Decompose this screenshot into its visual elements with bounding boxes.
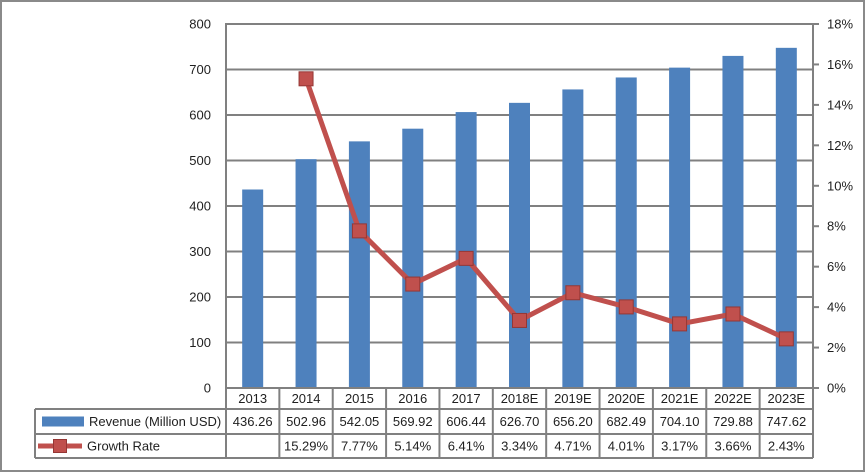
- table-cell-revenue-2019E: 656.20: [553, 414, 593, 429]
- table-cell-year-2019E: 2019E: [554, 391, 592, 406]
- right-axis-tick-label: 4%: [827, 300, 846, 315]
- table-cell-revenue-2021E: 704.10: [660, 414, 700, 429]
- growth-marker-2015: [351, 223, 367, 239]
- left-axis-tick-label: 800: [189, 17, 211, 32]
- table-cell-revenue-2020E: 682.49: [606, 414, 646, 429]
- left-axis-tick-label: 400: [189, 199, 211, 214]
- revenue-bar-2013: [242, 189, 264, 388]
- revenue-bar-2020E: [615, 77, 637, 389]
- right-axis-tick-label: 8%: [827, 219, 846, 234]
- table-cell-revenue-2023E: 747.62: [766, 414, 806, 429]
- right-axis-tick-label: 14%: [827, 97, 853, 112]
- table-cell-growth-2018E: 3.34%: [501, 439, 538, 454]
- growth-marker-2016: [405, 276, 421, 292]
- growth-marker-2017: [458, 250, 474, 266]
- left-axis-tick-label: 700: [189, 62, 211, 77]
- growth-marker-2014: [298, 71, 314, 87]
- table-cell-year-2020E: 2020E: [607, 391, 645, 406]
- growth-legend-label: Growth Rate: [87, 439, 160, 454]
- growth-marker-2018E: [512, 312, 527, 328]
- table-cell-revenue-2014: 502.96: [286, 414, 326, 429]
- right-axis-tick-label: 10%: [827, 178, 853, 193]
- left-axis-tick-label: 300: [189, 244, 211, 259]
- revenue-bar-2023E: [775, 47, 797, 389]
- right-axis-tick-label: 18%: [827, 17, 853, 32]
- growth-marker-2020E: [618, 299, 634, 315]
- revenue-bar-2018E: [509, 102, 530, 388]
- growth-marker-2023E: [778, 331, 794, 347]
- table-cell-revenue-2017: 606.44: [446, 414, 486, 429]
- left-axis-tick-label: 500: [189, 153, 211, 168]
- table-cell-growth-2015: 7.77%: [341, 439, 378, 454]
- growth-rate-line: [303, 77, 788, 342]
- growth-legend-swatch-marker: [53, 439, 67, 453]
- table-cell-revenue-2022E: 729.88: [713, 414, 753, 429]
- right-axis-tick-label: 0%: [827, 381, 846, 396]
- left-axis-tick-label: 100: [189, 335, 211, 350]
- table-cell-revenue-2013: 436.26: [233, 414, 273, 429]
- right-axis-tick-label: 6%: [827, 259, 846, 274]
- table-cell-year-2021E: 2021E: [661, 391, 699, 406]
- growth-marker-2019E: [565, 285, 581, 301]
- left-axis-tick-label: 0: [204, 381, 211, 396]
- revenue-bar-2022E: [722, 55, 744, 388]
- table-cell-growth-2021E: 3.17%: [661, 439, 698, 454]
- right-axis-tick-label: 2%: [827, 340, 846, 355]
- revenue-bar-2014: [295, 159, 317, 388]
- table-cell-year-2017: 2017: [452, 391, 481, 406]
- table-cell-growth-2014: 15.29%: [284, 439, 329, 454]
- revenue-bar-2021E: [669, 67, 691, 389]
- table-cell-year-2023E: 2023E: [768, 391, 806, 406]
- table-cell-year-2013: 2013: [238, 391, 267, 406]
- left-axis-tick-label: 600: [189, 108, 211, 123]
- growth-marker-2021E: [672, 316, 688, 332]
- table-cell-year-2018E: 2018E: [501, 391, 539, 406]
- table-cell-year-2022E: 2022E: [714, 391, 752, 406]
- table-cell-growth-2019E: 4.71%: [554, 439, 591, 454]
- right-axis-tick-label: 16%: [827, 57, 853, 72]
- table-cell-growth-2017: 6.41%: [448, 439, 485, 454]
- revenue-bar-2015: [348, 141, 370, 388]
- table-cell-growth-2022E: 3.66%: [715, 439, 752, 454]
- table-cell-year-2016: 2016: [398, 391, 427, 406]
- table-cell-revenue-2015: 542.05: [340, 414, 380, 429]
- revenue-legend-swatch: [42, 416, 84, 427]
- revenue-bar-2019E: [562, 89, 584, 388]
- table-cell-year-2014: 2014: [292, 391, 321, 406]
- revenue-bar-2017: [455, 112, 477, 389]
- revenue-bar-2016: [402, 128, 424, 388]
- right-axis-tick-label: 12%: [827, 138, 853, 153]
- table-cell-growth-2020E: 4.01%: [608, 439, 645, 454]
- revenue-legend-label: Revenue (Million USD): [89, 414, 221, 429]
- table-cell-growth-2023E: 2.43%: [768, 439, 805, 454]
- growth-marker-2022E: [725, 306, 741, 322]
- table-cell-revenue-2018E: 626.70: [500, 414, 540, 429]
- table-cell-revenue-2016: 569.92: [393, 414, 433, 429]
- table-cell-year-2015: 2015: [345, 391, 374, 406]
- left-axis-tick-label: 200: [189, 290, 211, 305]
- table-cell-growth-2016: 5.14%: [394, 439, 431, 454]
